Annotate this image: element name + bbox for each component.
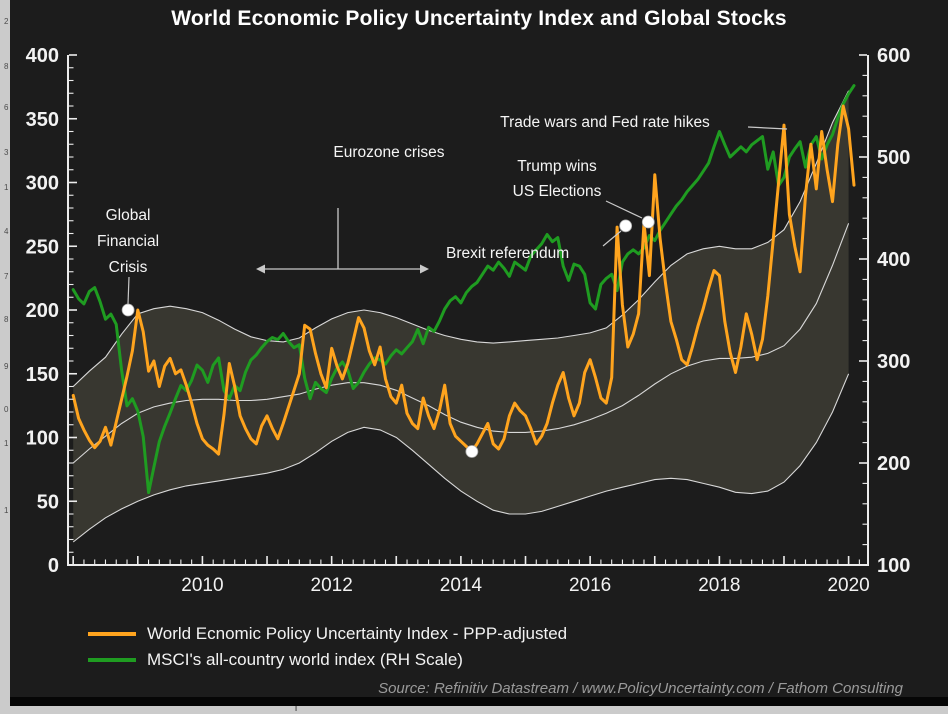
annotation-trump-wins-us-elections-marker-dot [641, 215, 655, 229]
legend-item-epu: World Ecnomic Policy Uncertainty Index -… [88, 621, 567, 647]
annotation-global-financial-crisis-pointer [127, 276, 130, 305]
y-left-tick-label: 100 [26, 428, 59, 450]
annotation-eurozone-crises-text: Eurozone crises [333, 144, 444, 161]
annotation-brexit-referendum-pointer [602, 230, 622, 247]
y-left-tick-label: 250 [26, 236, 59, 258]
annotation-brexit-referendum: Brexit referendum [446, 219, 633, 262]
annotation-trade-wars-fed-rate-hikes: Trade wars and Fed rate hikes [500, 114, 788, 131]
desktop-remnant-digit: 1 [4, 439, 9, 448]
annotation-trade-wars-fed-rate-hikes-text: Trade wars and Fed rate hikes [500, 114, 710, 131]
legend-label-epu: World Ecnomic Policy Uncertainty Index -… [147, 624, 568, 643]
msci-line [71, 84, 856, 495]
msci-line-swatch [88, 658, 136, 662]
band-upper-line [72, 90, 850, 387]
desktop-remnant-digit: 3 [4, 148, 9, 157]
y-axis-left: 0 50 100 150 200 250 300 350 400 [26, 45, 77, 577]
desktop-remnant-digit: 9 [4, 362, 9, 371]
confidence-band [73, 90, 849, 542]
y-right-tick-label: 400 [877, 249, 910, 271]
annotation-brexit-referendum-text: Brexit referendum [446, 245, 569, 262]
x-tick-label: 2020 [827, 575, 869, 596]
band-lower-line [72, 373, 850, 543]
legend: World Ecnomic Policy Uncertainty Index -… [88, 621, 567, 673]
epu-line-swatch [88, 632, 136, 636]
epu-line [71, 104, 856, 456]
desktop-left-strip: 2 8 6 3 1 4 7 8 9 0 1 1 [0, 0, 10, 714]
y-right-tick-label: 200 [877, 453, 910, 475]
legend-label-msci: MSCI's all-country world index (RH Scale… [147, 650, 463, 669]
y-right-tick-label: 600 [877, 45, 910, 67]
desktop-remnant-digit: 4 [4, 227, 9, 236]
annotation-global-financial-crisis-text: Financial [97, 233, 159, 250]
desktop-remnant-digit: 6 [4, 103, 9, 112]
desktop-remnant-digit: 1 [4, 183, 9, 192]
desktop-remnant-digit: 0 [4, 405, 9, 414]
annotation-trump-wins-us-elections-text: US Elections [513, 183, 602, 200]
x-axis: 2010 2012 2014 2016 2018 2020 [67, 556, 870, 596]
y-left-tick-label: 350 [26, 109, 59, 131]
annotation-global-financial-crisis: Global Financial Crisis [97, 207, 159, 317]
annotation-global-financial-crisis-text: Global [106, 207, 151, 224]
annotation-brexit-referendum-marker-dot [619, 219, 633, 233]
annotation-trump-wins-us-elections: Trump wins US Elections [513, 158, 655, 229]
desktop-remnant-digit: 2 [4, 17, 9, 26]
y-right-tick-label: 500 [877, 147, 910, 169]
annotation-trump-wins-us-elections-text: Trump wins [517, 158, 597, 175]
desktop-bottom-strip: T [0, 706, 948, 714]
y-right-tick-label: 300 [877, 351, 910, 373]
y-right-tick-label: 100 [877, 555, 910, 577]
y-left-tick-label: 200 [26, 300, 59, 322]
right-arrowhead-icon [420, 264, 429, 274]
desktop-remnant-glyph: T [293, 706, 300, 714]
annotation-trump-wins-us-elections-pointer [605, 200, 643, 219]
annotation-epu-low-2014 [465, 445, 479, 458]
page-title: World Economic Policy Uncertainty Index … [171, 7, 787, 30]
legend-item-msci: MSCI's all-country world index (RH Scale… [88, 647, 567, 673]
y-left-tick-label: 400 [26, 45, 59, 67]
annotations: Global Financial Crisis Eurozone crises Brex… [97, 114, 788, 458]
left-arrowhead-icon [256, 264, 265, 274]
desktop-remnant-digit: 8 [4, 62, 9, 71]
source-note: Source: Refinitiv Datastream / www.Polic… [378, 680, 903, 697]
window-bottom-edge [10, 697, 948, 706]
y-left-tick-label: 50 [37, 491, 59, 513]
desktop-remnant-digit: 8 [4, 315, 9, 324]
y-axis-right: 100 200 300 400 500 600 [859, 45, 910, 577]
annotation-global-financial-crisis-marker-dot [121, 303, 135, 317]
x-tick-label: 2016 [569, 575, 611, 596]
x-tick-label: 2014 [440, 575, 483, 596]
band-middle-line [72, 223, 850, 464]
desktop-remnant-digit: 1 [4, 506, 9, 515]
x-tick-label: 2010 [181, 575, 223, 596]
y-left-tick-label: 150 [26, 364, 59, 386]
x-tick-label: 2012 [311, 575, 353, 596]
annotation-eurozone-crises: Eurozone crises [256, 144, 445, 274]
annotation-global-financial-crisis-text: Crisis [109, 259, 148, 276]
annotation-epu-low-2014-marker-dot [465, 445, 479, 458]
desktop-remnant-digit: 7 [4, 272, 9, 281]
y-left-tick-label: 300 [26, 173, 59, 195]
annotation-trade-wars-fed-rate-hikes-pointer [747, 126, 788, 130]
y-left-tick-label: 0 [48, 555, 59, 577]
x-tick-label: 2018 [698, 575, 740, 596]
